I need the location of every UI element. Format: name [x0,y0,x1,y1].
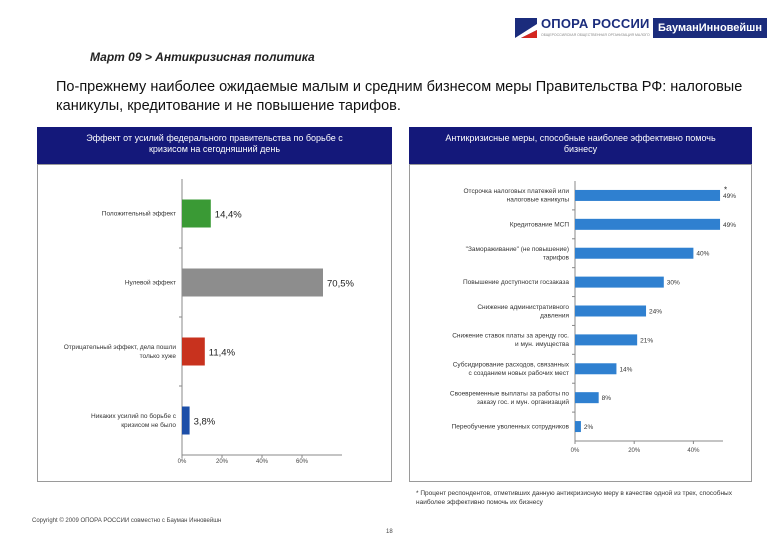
category-label: Субсидирование расходов, связанных [453,361,570,369]
left-panel-header: Эффект от усилий федерального правительс… [37,127,392,164]
category-label: Переобучение уволенных сотрудников [452,423,570,431]
logo-area: ОПОРА РОССИИ ОБЩЕРОССИЙСКАЯ ОБЩЕСТВЕННАЯ… [515,16,767,42]
category-label: Повышение доступности госзаказа [463,279,569,286]
section-title: Март 09 > Антикризисная политика [90,50,315,64]
footnote: * Процент респондентов, отметивших данну… [416,490,732,506]
bar [575,392,599,404]
bar [575,276,664,288]
copyright: Copyright © 2009 ОПОРА РОССИИ совместно … [32,518,222,524]
partner-logo: БауманИнновейшн [653,18,767,38]
bar [182,406,190,435]
measures-bar-chart: 0% 20% 40% 49% Отсрочка налоговых платежей и… [450,181,736,454]
bar-value-label: 3,8% [194,417,216,428]
x-tick-label: 40% [256,459,269,465]
page-number: 18 [386,529,393,535]
logo-text: ОПОРА РОССИИ [541,16,650,31]
category-label: тарифов [543,254,570,261]
bar-value-label: 14,4% [215,210,242,221]
bar-value-label: 2% [584,424,594,431]
category-label: Никаких усилий по борьбе с [91,412,177,420]
bar-value-label: 24% [649,309,662,316]
bar [575,218,721,230]
x-tick-label: 40% [687,448,700,454]
bar [575,421,581,433]
x-tick-label: 20% [628,448,641,454]
bar-value-label: 11,4% [209,348,236,359]
category-label: "Замораживание" (не повышение) [466,246,569,253]
category-label: Отрицательный эффект, дела пошли [64,343,177,351]
bar-value-label: 49% [723,193,736,200]
category-label: Своевременные выплаты за работы по [450,389,570,397]
bar-value-label: 40% [696,251,709,258]
right-header-line2: бизнесу [563,144,598,154]
bar [575,247,694,259]
effect-bar-chart: 0% 20% 40% 60% 14,4% Положительный эффект 70,5… [64,179,354,465]
category-label: Нулевой эффект [125,279,176,287]
bar-value-label: 21% [640,337,653,344]
x-tick-label: 0% [571,448,580,454]
bar-value-label: 8% [602,395,612,402]
right-panel-header: Антикризисные меры, способные наиболее э… [409,127,752,164]
opora-logo-icon [515,18,537,38]
bar [182,337,205,366]
bar [575,334,638,346]
bar [575,189,721,201]
x-tick-label: 20% [216,459,229,465]
bar-value-label: 49% [723,222,736,229]
category-label: заказу гос. и мун. организаций [477,398,569,406]
bar [182,268,323,297]
category-label: Снижение административного [477,304,569,311]
bar [575,363,617,375]
category-label: кризисом не было [121,421,176,429]
bar-value-label: 70,5% [327,279,354,290]
bar-value-label: 30% [667,280,680,287]
footnote-marker: * [724,185,727,194]
x-tick-label: 60% [296,459,309,465]
left-chart-panel: 0% 20% 40% 60% 14,4% Положительный эффект 70,5… [37,164,392,482]
category-label: давления [540,312,569,319]
category-label: Отсрочка налоговых платежей или [464,187,570,195]
category-label: Кредитование МСП [510,221,570,228]
right-chart-panel: 0% 20% 40% 49% Отсрочка налоговых платежей и… [409,164,752,482]
category-label: с созданием новых рабочих мест [469,369,569,377]
category-label: налоговые каникулы [507,197,570,204]
x-tick-label: 0% [178,459,187,465]
right-header-line1: Антикризисные меры, способные наиболее э… [445,133,716,143]
bar [182,199,211,228]
category-label: только хуже [140,353,177,360]
category-label: и мун. имущества [515,341,569,348]
headline: По-прежнему наиболее ожидаемые малым и с… [56,79,743,114]
bar-value-label: 14% [619,366,632,373]
category-label: Положительный эффект [102,210,176,218]
left-header-line1: Эффект от усилий федерального правительс… [86,133,343,143]
category-label: Снижение ставок платы за аренду гос. [452,333,569,340]
bar [575,305,647,317]
logo-subtext: ОБЩЕРОССИЙСКАЯ ОБЩЕСТВЕННАЯ ОРГАНИЗАЦИЯ … [541,33,651,37]
left-header-line2: кризисом на сегодняшний день [148,144,281,154]
